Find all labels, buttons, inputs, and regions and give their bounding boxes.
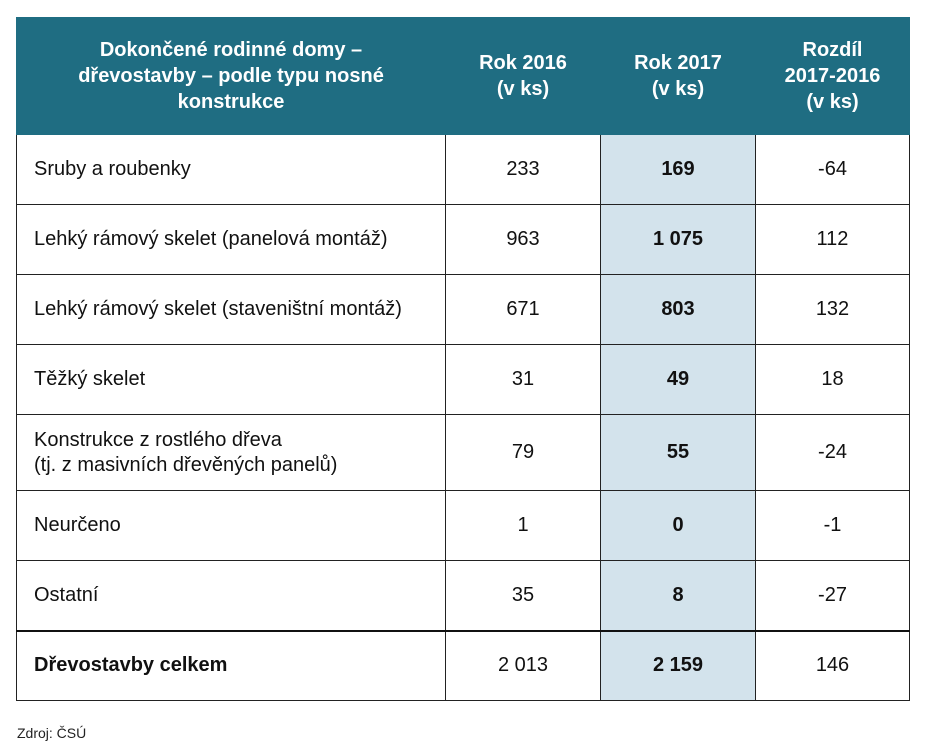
header-category: Dokončené rodinné domy – dřevostavby – p… xyxy=(16,17,446,135)
value-2017: 0 xyxy=(600,490,756,561)
row-label: Lehký rámový skelet (panelová montáž) xyxy=(16,204,446,275)
value-difference: -27 xyxy=(755,560,910,631)
header-year-2016-line-2: (v ks) xyxy=(496,78,550,100)
table-row: Neurčeno 1 0 -1 xyxy=(16,490,910,561)
data-table: Dokončené rodinné domy – dřevostavby – p… xyxy=(16,17,910,701)
value-2017: 169 xyxy=(600,134,756,205)
value-difference: 132 xyxy=(755,274,910,345)
table-row: Sruby a roubenky 233 169 -64 xyxy=(16,134,910,205)
row-label: Ostatní xyxy=(16,560,446,631)
value-2017: 49 xyxy=(600,344,756,415)
table-row: Lehký rámový skelet (panelová montáž) 96… xyxy=(16,204,910,275)
value-2017: 1 075 xyxy=(600,204,756,275)
header-difference: Rozdíl 2017-2016 (v ks) xyxy=(755,17,910,135)
row-label: Konstrukce z rostlého dřeva (tj. z masiv… xyxy=(16,414,446,491)
value-2016: 963 xyxy=(445,204,601,275)
header-year-2017-line-2: (v ks) xyxy=(651,78,705,100)
header-difference-line-2: 2017-2016 xyxy=(784,65,881,87)
table-row: Ostatní 35 8 -27 xyxy=(16,560,910,631)
row-label-line-2: (tj. z masivních dřevěných panelů) xyxy=(34,453,338,476)
value-difference: 18 xyxy=(755,344,910,415)
table-row: Konstrukce z rostlého dřeva (tj. z masiv… xyxy=(16,414,910,491)
header-category-line-1: Dokončené rodinné domy – xyxy=(99,39,363,61)
header-year-2016-line-1: Rok 2016 xyxy=(479,52,567,74)
value-difference: -24 xyxy=(755,414,910,491)
value-difference: 112 xyxy=(755,204,910,275)
value-2016: 233 xyxy=(445,134,601,205)
total-value-difference: 146 xyxy=(755,629,910,701)
table-body: Sruby a roubenky 233 169 -64 Lehký rámov… xyxy=(16,134,910,701)
header-row: Dokončené rodinné domy – dřevostavby – p… xyxy=(16,17,910,135)
value-difference: -64 xyxy=(755,134,910,205)
value-difference: -1 xyxy=(755,490,910,561)
value-2016: 35 xyxy=(445,560,601,631)
table-header: Dokončené rodinné domy – dřevostavby – p… xyxy=(16,17,910,135)
header-category-line-2: dřevostavby – podle typu nosné xyxy=(78,65,384,87)
value-2017: 55 xyxy=(600,414,756,491)
data-table-container: Dokončené rodinné domy – dřevostavby – p… xyxy=(16,17,910,701)
total-value-2017: 2 159 xyxy=(600,629,756,701)
value-2016: 31 xyxy=(445,344,601,415)
row-label: Těžký skelet xyxy=(16,344,446,415)
row-label: Sruby a roubenky xyxy=(16,134,446,205)
table-row: Lehký rámový skelet (staveništní montáž)… xyxy=(16,274,910,345)
value-2016: 79 xyxy=(445,414,601,491)
header-difference-line-1: Rozdíl xyxy=(802,39,863,61)
header-year-2016: Rok 2016 (v ks) xyxy=(445,17,601,135)
header-year-2017: Rok 2017 (v ks) xyxy=(600,17,756,135)
table-row: Těžký skelet 31 49 18 xyxy=(16,344,910,415)
total-label: Dřevostavby celkem xyxy=(16,629,446,701)
value-2017: 8 xyxy=(600,560,756,631)
header-year-2017-line-1: Rok 2017 xyxy=(634,52,722,74)
header-difference-line-3: (v ks) xyxy=(806,91,859,113)
total-value-2016: 2 013 xyxy=(445,629,601,701)
row-label: Lehký rámový skelet (staveništní montáž) xyxy=(16,274,446,345)
source-note: Zdroj: ČSÚ xyxy=(17,725,87,741)
header-category-line-3: konstrukce xyxy=(177,91,285,113)
value-2017: 803 xyxy=(600,274,756,345)
total-row: Dřevostavby celkem 2 013 2 159 146 xyxy=(16,629,910,701)
row-label: Neurčeno xyxy=(16,490,446,561)
value-2016: 671 xyxy=(445,274,601,345)
value-2016: 1 xyxy=(445,490,601,561)
row-label-line-1: Konstrukce z rostlého dřeva xyxy=(34,428,282,451)
